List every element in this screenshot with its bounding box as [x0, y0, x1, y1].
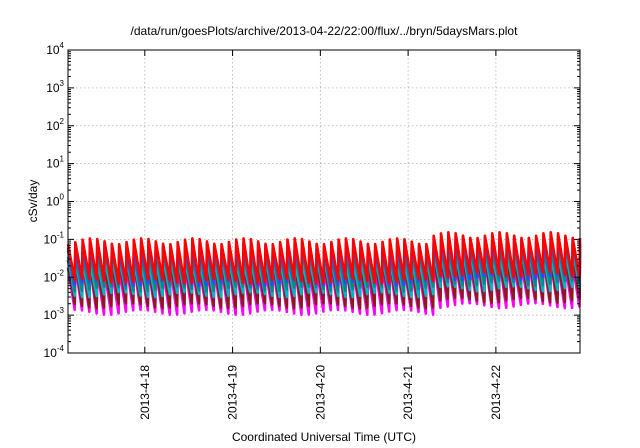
y-tick-label: 10-2	[44, 268, 65, 284]
y-tick-exponent: -2	[57, 268, 65, 277]
y-tick-exponent: 0	[60, 193, 65, 202]
y-tick-label: 10-1	[44, 230, 65, 246]
y-axis-label: cSv/day	[26, 180, 40, 223]
y-tick-base: 10	[46, 119, 60, 133]
x-tick-label: 2013-4-21	[401, 365, 415, 420]
y-tick-label: 10-4	[44, 344, 65, 360]
chart-title: /data/run/goesPlots/archive/2013-04-22/2…	[131, 24, 519, 38]
y-tick-label: 103	[46, 79, 64, 95]
x-axis-label: Coordinated Universal Time (UTC)	[232, 430, 416, 444]
series-group	[66, 231, 582, 317]
x-tick-label: 2013-4-22	[489, 365, 503, 420]
y-tick-exponent: 3	[60, 79, 65, 88]
y-tick-exponent: 4	[60, 41, 65, 50]
y-tick-base: 10	[46, 195, 60, 209]
x-ticks: 2013-4-18 2013-4-19 2013-4-20 2013-4-21 2013…	[138, 50, 503, 420]
x-tick-label: 2013-4-19	[226, 365, 240, 420]
y-tick-label: 101	[46, 155, 64, 171]
series-line	[66, 231, 582, 285]
y-tick-label: 104	[46, 41, 64, 57]
y-tick-base: 10	[44, 270, 58, 284]
y-tick-label: 10-3	[44, 306, 65, 322]
y-tick-base: 10	[44, 232, 58, 246]
y-tick-base: 10	[46, 81, 60, 95]
y-tick-base: 10	[46, 157, 60, 171]
y-tick-label: 100	[46, 193, 64, 209]
y-tick-exponent: 1	[60, 155, 65, 164]
y-tick-base: 10	[44, 346, 58, 360]
y-tick-exponent: -3	[57, 306, 65, 315]
x-tick-label: 2013-4-20	[313, 365, 327, 420]
y-tick-exponent: -1	[57, 230, 65, 239]
y-tick-base: 10	[46, 43, 60, 57]
grid-lines	[68, 50, 580, 353]
y-tick-base: 10	[44, 308, 58, 322]
y-tick-exponent: 2	[60, 117, 65, 126]
x-tick-label: 2013-4-18	[138, 365, 152, 420]
y-tick-exponent: -4	[57, 344, 65, 353]
y-tick-label: 102	[46, 117, 64, 133]
